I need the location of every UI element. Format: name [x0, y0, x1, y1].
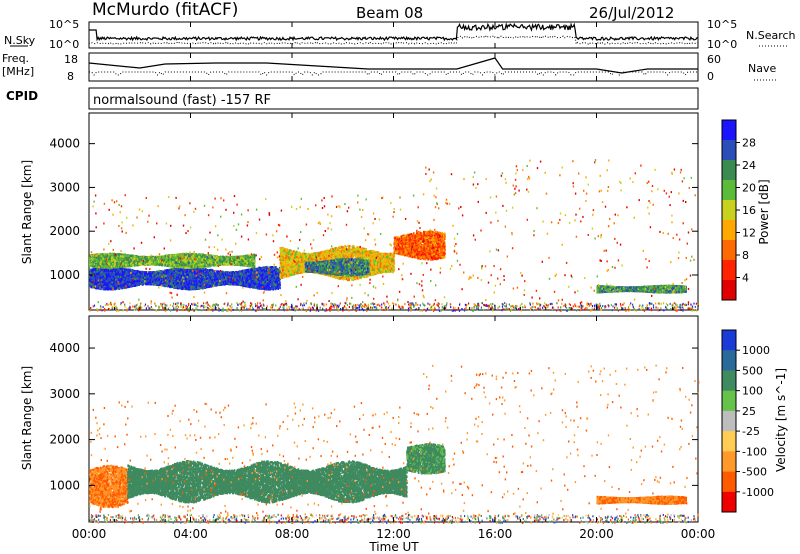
station-title: McMurdo (fitACF)	[92, 0, 238, 20]
cpid-value: normalsound (fast) -157 RF	[93, 93, 271, 108]
nsearch-tick-bottom: 10^0	[707, 38, 737, 51]
nave-label: Nave	[748, 62, 776, 75]
nave-tick-bottom: 0	[707, 70, 714, 83]
nsearch-label: N.Search	[746, 29, 796, 42]
cpid-label: CPID	[6, 89, 38, 103]
nsky-tick-top: 10^5	[49, 18, 79, 31]
freq-label: Freq.	[2, 52, 29, 65]
nsky-label: N.Sky	[4, 34, 36, 47]
freq-tick-top: 18	[64, 53, 78, 66]
freq-tick-bottom: 8	[67, 70, 74, 83]
beam-title: Beam 08	[356, 4, 423, 22]
nsearch-tick-top: 10^5	[707, 18, 737, 31]
nsky-tick-bottom: 10^0	[49, 38, 79, 51]
nave-tick-top: 60	[707, 53, 721, 66]
date-title: 26/Jul/2012	[589, 4, 674, 22]
freq-unit-label: [MHz]	[2, 65, 34, 78]
